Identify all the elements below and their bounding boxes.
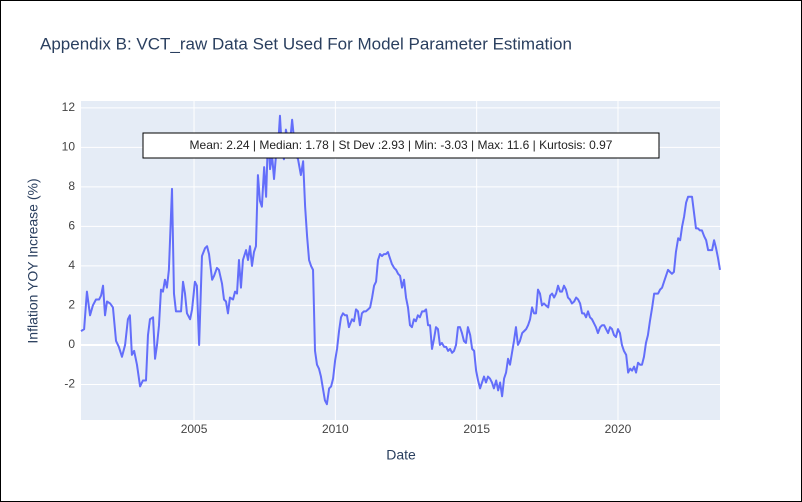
marks [80, 114, 721, 406]
y-tick-label: -2 [64, 377, 75, 391]
x-tick-label: 2015 [463, 422, 490, 436]
x-tick-label: 2005 [181, 422, 208, 436]
labels: -2 0 2 4 6 8 10 12 2005 2010 2015 2020 [62, 100, 632, 436]
y-tick-label: 12 [62, 100, 76, 114]
x-axis-title: Date [386, 447, 416, 463]
data-line [80, 114, 721, 406]
x-tick-label: 2020 [605, 422, 632, 436]
annotation: Mean: 2.24 | Median: 1.78 | St Dev :2.93… [190, 138, 613, 152]
chart-title: Appendix B: VCT_raw Data Set Used For Mo… [40, 34, 572, 53]
y-axis-title: Inflation YOY Increase (%) [25, 178, 41, 343]
x-tick-label: 2010 [322, 422, 349, 436]
annotation-box [142, 132, 660, 159]
y-tick-label: 10 [62, 140, 76, 154]
y-tick-label: 6 [68, 219, 75, 233]
y-tick-label: 0 [68, 337, 75, 351]
y-tick-label: 8 [68, 179, 75, 193]
y-tick-label: 2 [68, 298, 75, 312]
y-tick-label: 4 [68, 258, 75, 272]
